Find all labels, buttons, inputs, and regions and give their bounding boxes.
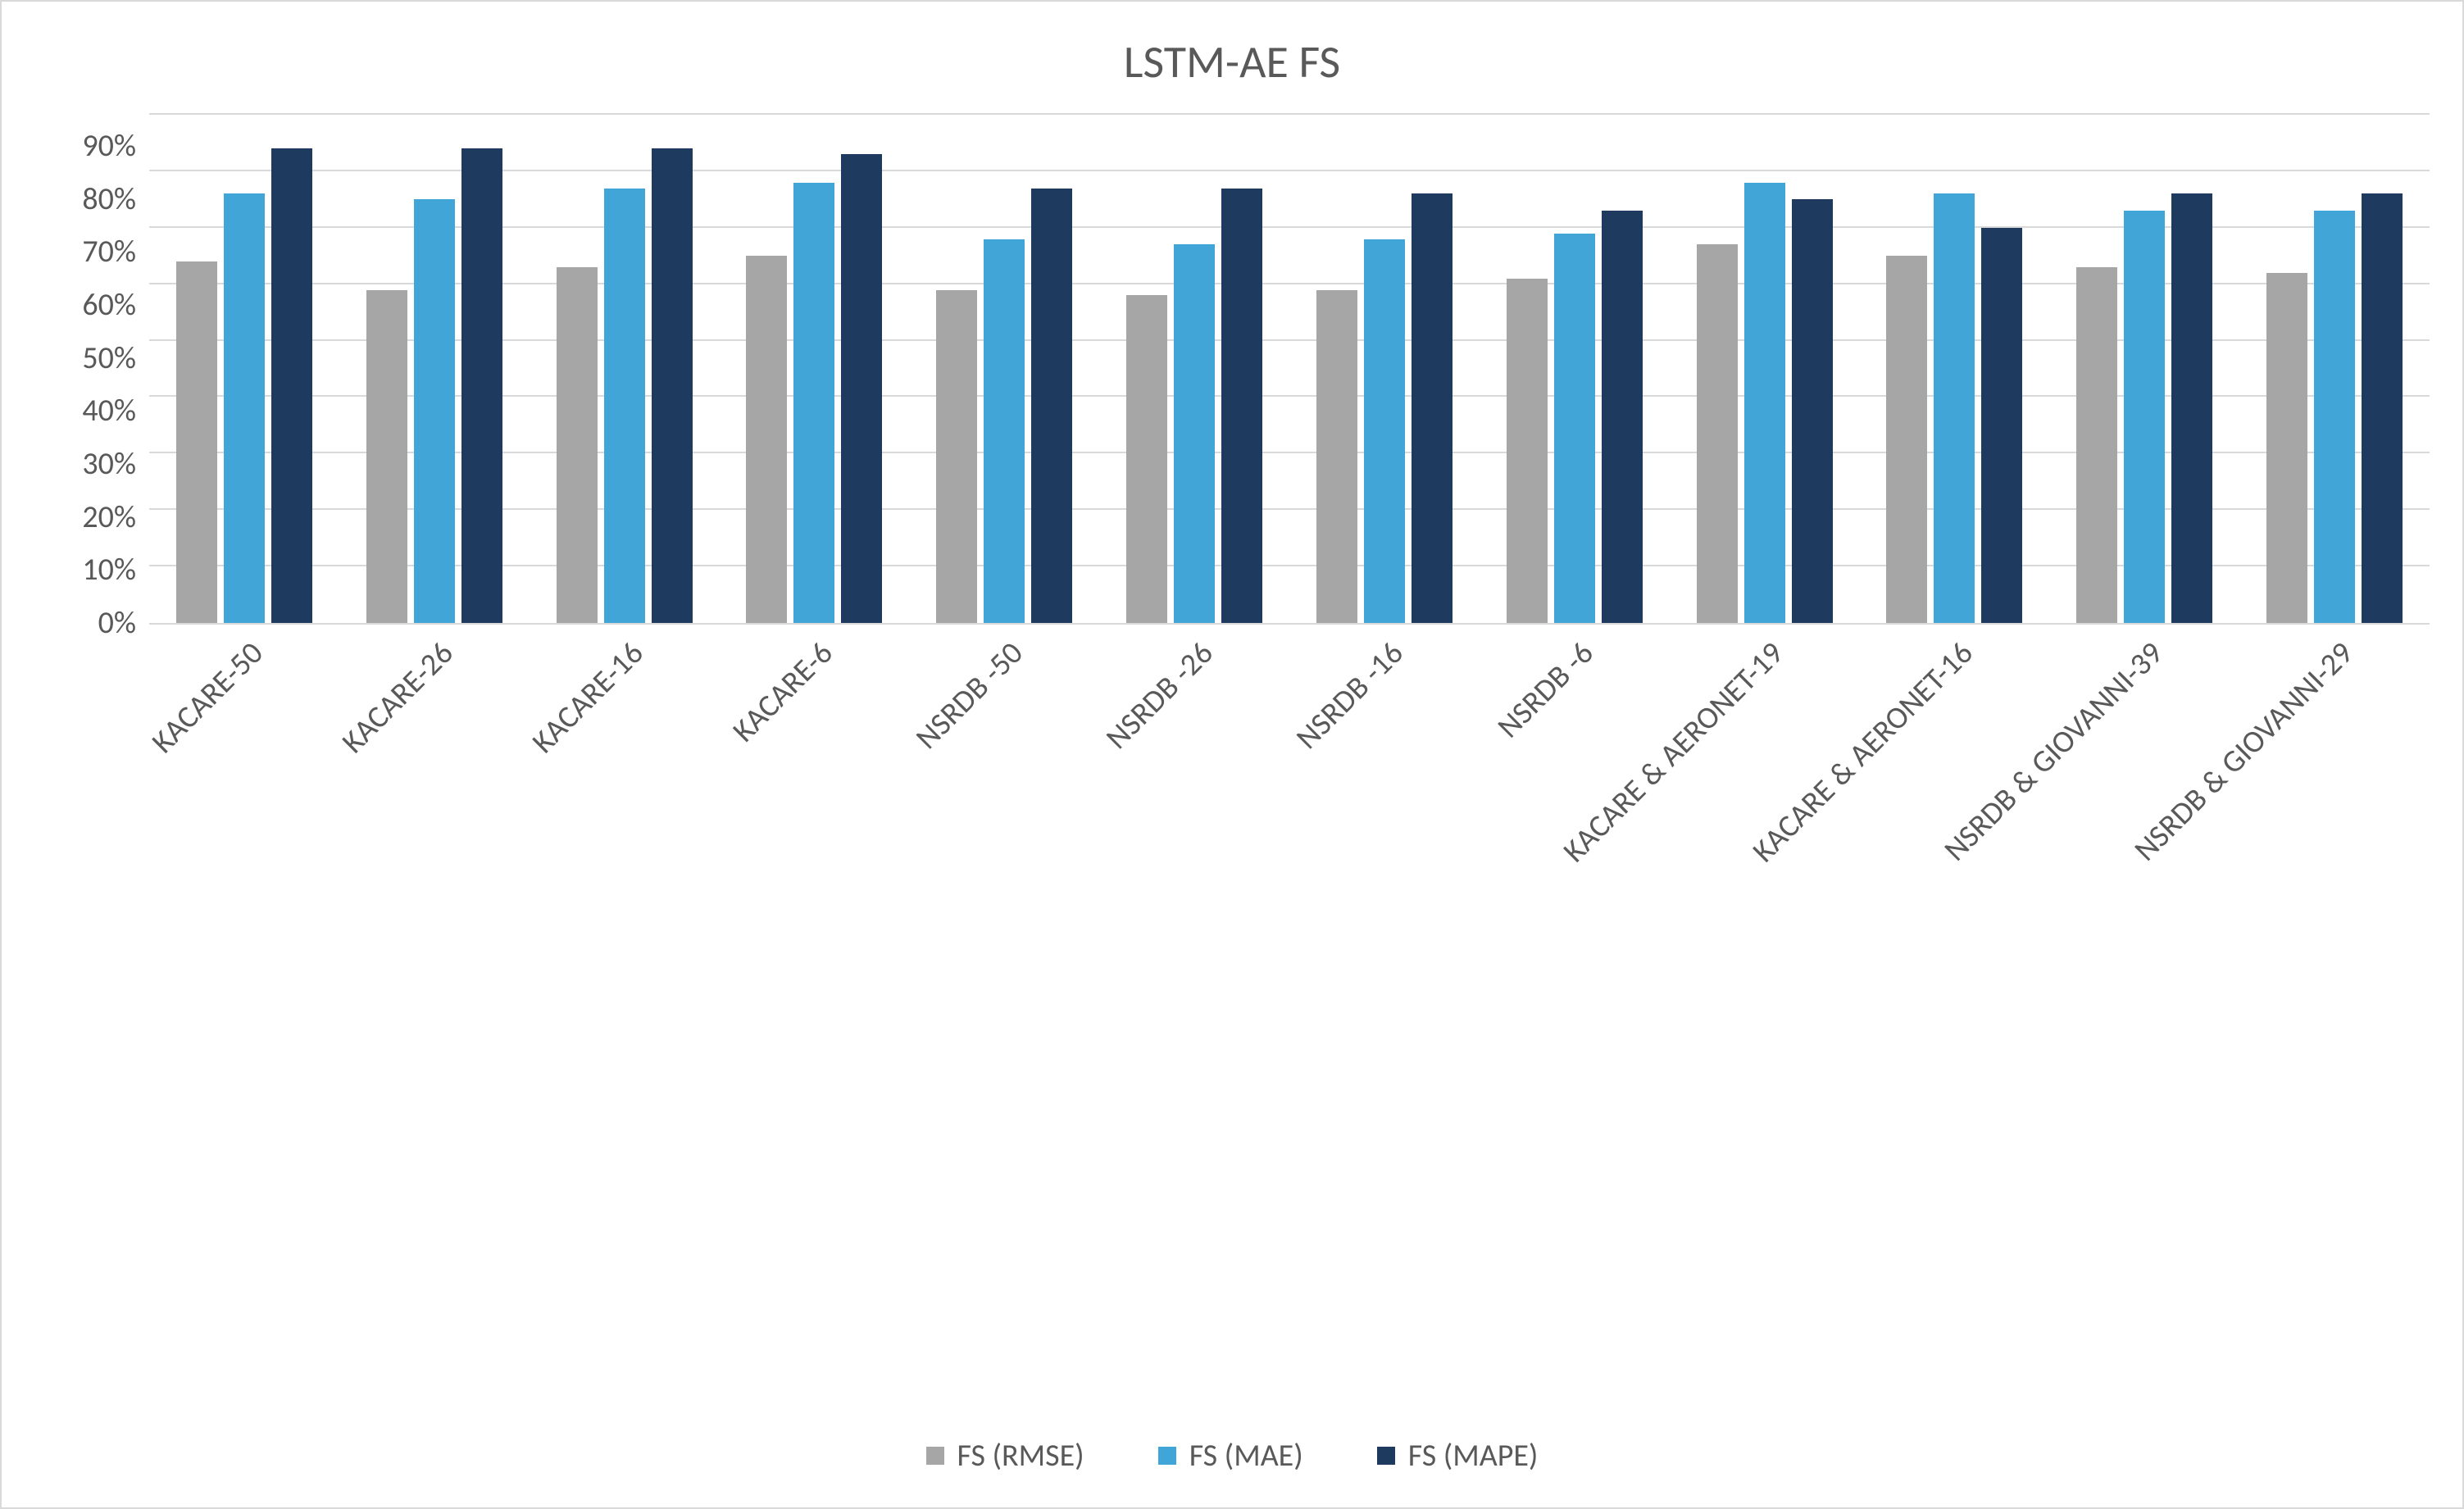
bar [557, 267, 598, 623]
y-tick-label: 60% [82, 289, 136, 320]
bar [1364, 239, 1405, 623]
x-label-slot: KACARE-50 [149, 625, 339, 1215]
x-label-slot: KACARE-6 [719, 625, 909, 1215]
bar [2076, 267, 2117, 623]
x-label-slot: NSRDB -50 [909, 625, 1099, 1215]
category-slot [339, 115, 530, 623]
bar [1792, 199, 1833, 623]
bars-layer [149, 115, 2430, 623]
bar [1174, 244, 1215, 623]
x-label-slot: KACARE & AERONET-19 [1670, 625, 1860, 1215]
bar [414, 199, 455, 623]
bar [1934, 193, 1975, 623]
legend-swatch [1377, 1447, 1395, 1465]
legend: FS (RMSE) FS (MAE) FS (MAPE) [34, 1420, 2430, 1475]
x-label-slot: KACARE & AERONET-16 [1859, 625, 2049, 1215]
category-slot [1859, 115, 2049, 623]
bar [2362, 193, 2403, 623]
bar [2171, 193, 2212, 623]
x-label-slot: NSRDB & GIOVANNI-29 [2239, 625, 2430, 1215]
x-tick-label: KACARE-6 [725, 634, 841, 750]
bar [1221, 189, 1262, 623]
bar [1697, 244, 1738, 623]
y-tick-label: 90% [82, 130, 136, 161]
x-tick-label: NSRDB -6 [1489, 634, 1601, 746]
bar [1886, 256, 1927, 623]
plot-row: 90%80%70%60%50%40%30%20%10%0% [34, 115, 2430, 625]
x-tick-label: KACARE-26 [334, 634, 461, 761]
category-slot [719, 115, 909, 623]
y-tick-label: 20% [82, 502, 136, 533]
x-label-slot: KACARE-26 [339, 625, 530, 1215]
x-label-slot: NSRDB -6 [1480, 625, 1670, 1215]
bar [176, 261, 217, 623]
category-slot [149, 115, 339, 623]
category-slot [1099, 115, 1289, 623]
y-tick-label: 50% [82, 343, 136, 374]
x-tick-label: NSRDB -26 [1098, 634, 1221, 757]
x-tick-label: NSRDB -50 [908, 634, 1030, 757]
bar [841, 154, 882, 623]
bar [461, 148, 502, 623]
x-label-slot: KACARE-16 [530, 625, 720, 1215]
category-slot [1289, 115, 1480, 623]
bar [1031, 189, 1072, 623]
legend-item: FS (RMSE) [926, 1437, 1084, 1475]
bar [1507, 279, 1548, 623]
y-tick-label: 10% [82, 554, 136, 585]
bar [2266, 273, 2307, 623]
category-slot [909, 115, 1099, 623]
x-tick-label: KACARE-16 [525, 634, 652, 761]
x-tick-label: NSRDB -16 [1289, 634, 1411, 757]
chart-container: LSTM-AE FS 90%80%70%60%50%40%30%20%10%0%… [0, 0, 2464, 1509]
legend-label: FS (MAPE) [1408, 1437, 1539, 1475]
y-tick-label: 70% [82, 236, 136, 267]
x-label-slot: NSRDB & GIOVANNI-39 [2049, 625, 2239, 1215]
x-axis-spacer [34, 625, 149, 1215]
x-tick-label: KACARE-50 [144, 634, 271, 761]
bar [1554, 234, 1595, 623]
legend-item: FS (MAE) [1158, 1437, 1303, 1475]
x-label-slot: NSRDB -26 [1099, 625, 1289, 1215]
bar [2314, 211, 2355, 623]
y-tick-label: 80% [82, 184, 136, 215]
bar [936, 290, 977, 623]
bar [1744, 183, 1785, 623]
x-axis-labels: KACARE-50KACARE-26KACARE-16KACARE-6NSRDB… [149, 625, 2430, 1215]
bar [746, 256, 787, 623]
category-slot [1480, 115, 1670, 623]
bar [652, 148, 693, 623]
bar [1981, 228, 2022, 623]
y-tick-label: 40% [82, 395, 136, 426]
plot-area [149, 115, 2430, 625]
bar [984, 239, 1025, 623]
x-label-slot: NSRDB -16 [1289, 625, 1480, 1215]
y-axis: 90%80%70%60%50%40%30%20%10%0% [34, 115, 149, 623]
bar [1602, 211, 1643, 623]
category-slot [2049, 115, 2239, 623]
category-slot [1670, 115, 1860, 623]
bar [224, 193, 265, 623]
bar [604, 189, 645, 623]
legend-swatch [926, 1447, 944, 1465]
bar [2124, 211, 2165, 623]
legend-label: FS (MAE) [1189, 1437, 1303, 1475]
category-slot [530, 115, 720, 623]
category-slot [2239, 115, 2430, 623]
chart-title: LSTM-AE FS [34, 34, 2430, 90]
legend-swatch [1158, 1447, 1176, 1465]
bar [271, 148, 312, 623]
legend-item: FS (MAPE) [1377, 1437, 1539, 1475]
legend-label: FS (RMSE) [957, 1437, 1084, 1475]
bar [793, 183, 834, 623]
y-tick-label: 30% [82, 448, 136, 480]
bar [1412, 193, 1452, 623]
bar [1126, 295, 1167, 623]
bar [1316, 290, 1357, 623]
bar [366, 290, 407, 623]
x-axis: KACARE-50KACARE-26KACARE-16KACARE-6NSRDB… [34, 625, 2430, 1215]
